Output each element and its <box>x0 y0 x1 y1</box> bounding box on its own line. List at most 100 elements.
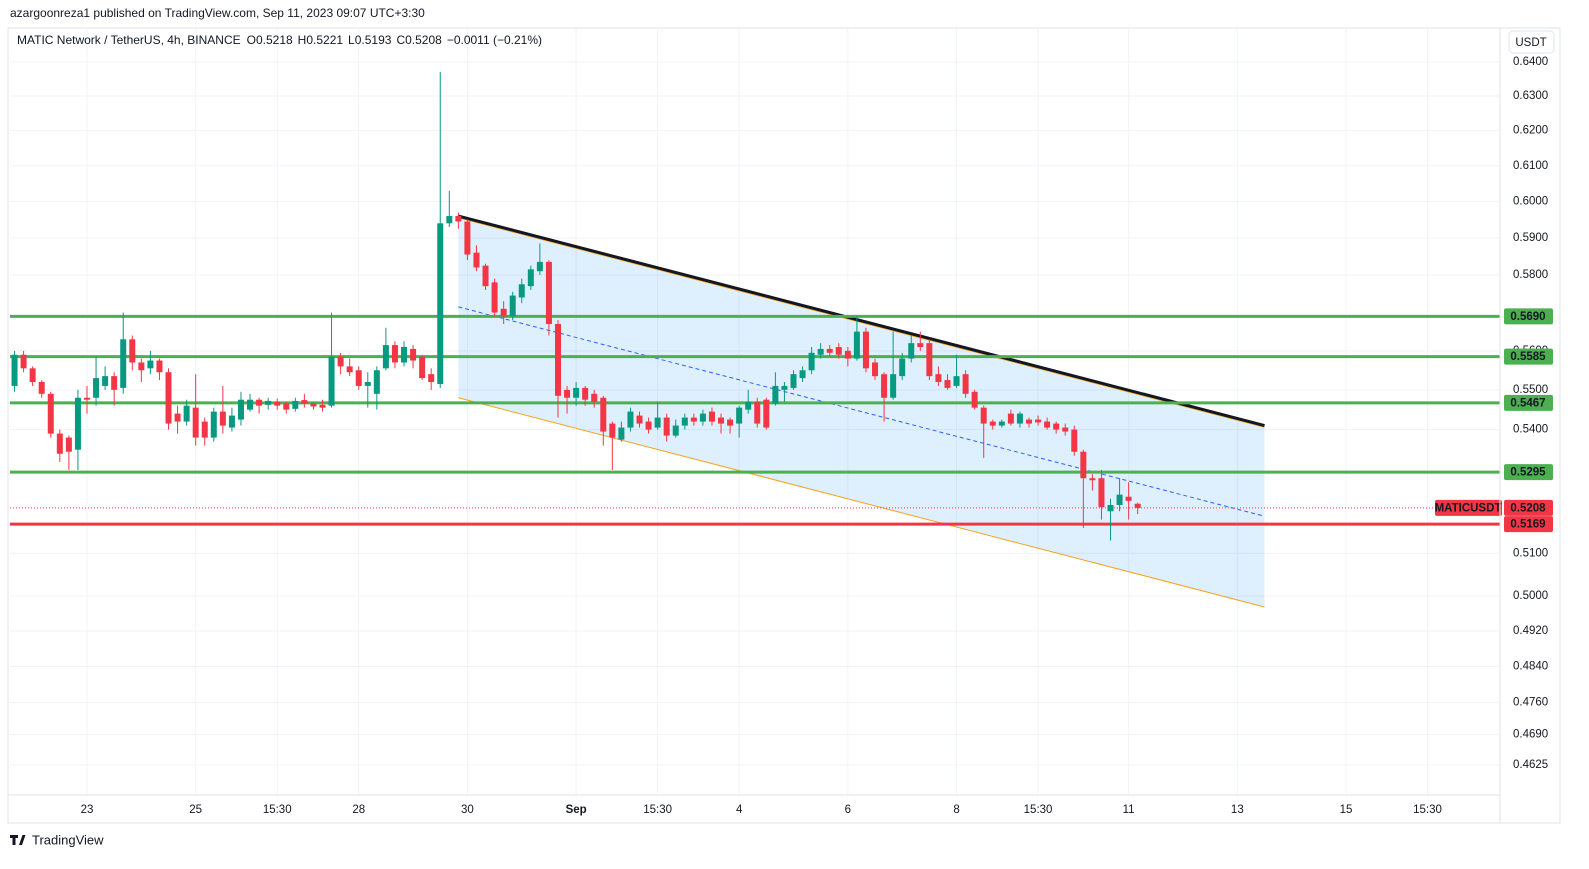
level-tag <box>1504 464 1553 481</box>
candle-body <box>328 356 335 406</box>
chart-frame <box>7 27 1561 824</box>
candle-body <box>319 404 326 408</box>
candle-body <box>917 343 924 348</box>
candle-body <box>681 417 688 426</box>
candle-body <box>582 387 589 400</box>
candle-body <box>93 378 100 398</box>
candles <box>11 72 1141 541</box>
candle-body <box>618 427 625 440</box>
x-tick-label: 4 <box>736 804 743 816</box>
x-tick-label: 23 <box>81 804 94 816</box>
candle-body <box>156 360 163 373</box>
candle-body <box>1007 413 1014 424</box>
candle-body <box>346 366 353 373</box>
candle-body <box>554 323 561 396</box>
candle-body <box>274 401 281 406</box>
currency-button[interactable] <box>1508 30 1555 54</box>
candle-body <box>174 413 181 422</box>
level-tag <box>1504 308 1553 325</box>
candle-body <box>826 348 833 353</box>
candle-body <box>83 397 90 400</box>
footer-logo: TradingView <box>10 832 104 847</box>
y-tick-label: 0.5900 <box>1513 232 1548 244</box>
y-tick-label: 0.5500 <box>1513 384 1548 396</box>
candle-body <box>899 358 906 377</box>
candle-body <box>645 421 652 430</box>
candle-body <box>301 400 308 404</box>
x-tick-label: Sep <box>566 804 587 816</box>
candle-body <box>699 413 706 422</box>
x-tick-label: 15:30 <box>1024 804 1053 816</box>
candle-body <box>690 417 697 422</box>
candle-body <box>364 382 371 386</box>
y-tick-label: 0.6200 <box>1513 125 1548 137</box>
last-price-tag <box>1504 499 1553 516</box>
y-tick-label: 0.4690 <box>1513 729 1548 741</box>
symbol-tag-label: MATICUSDT <box>1435 502 1502 514</box>
currency-button-label[interactable]: USDT <box>1515 37 1546 49</box>
candle-body <box>817 348 824 355</box>
candle-body <box>881 374 888 398</box>
x-tick-label: 13 <box>1231 804 1244 816</box>
level-tag <box>1504 394 1553 411</box>
x-tick-label: 15:30 <box>643 804 672 816</box>
candle-body <box>102 376 109 386</box>
candle-body <box>38 382 45 394</box>
candle-body <box>47 393 54 434</box>
candle-body <box>1035 419 1042 423</box>
candle-body <box>228 415 235 428</box>
y-tick-label: 0.4840 <box>1513 661 1548 673</box>
candle-body <box>908 343 915 359</box>
candle-body <box>835 347 842 355</box>
candle-body <box>781 385 788 390</box>
x-tick-label: 8 <box>953 804 959 816</box>
candle-body <box>591 393 598 402</box>
candle-body <box>129 339 136 363</box>
candle-body <box>391 345 398 363</box>
candle-body <box>446 216 453 224</box>
symbol: MATIC Network / TetherUS, 4h, BINANCE <box>17 33 241 47</box>
ohlc-change: −0.0011 (−0.21%) <box>447 33 542 47</box>
candle-body <box>509 295 516 317</box>
x-tick-label: 6 <box>845 804 851 816</box>
candle-body <box>210 411 217 438</box>
candle-body <box>11 354 18 386</box>
candle-body <box>862 331 869 369</box>
drawings <box>10 214 1500 608</box>
candle-body <box>872 362 879 377</box>
y-tick-label: 0.6300 <box>1513 90 1548 102</box>
candle-body <box>165 372 172 424</box>
candle-body <box>636 415 643 424</box>
candle-body <box>718 417 725 424</box>
candle-body <box>564 389 571 398</box>
candle-body <box>1080 451 1087 479</box>
candle-body <box>989 421 996 426</box>
candle-body <box>600 397 607 432</box>
candle-body <box>1053 423 1060 430</box>
candle-body <box>890 374 897 398</box>
candle-body <box>1016 413 1023 424</box>
ohlc-key: H <box>298 33 307 47</box>
candle-body <box>754 401 761 424</box>
candle-body <box>799 370 806 379</box>
candle-body <box>237 399 244 420</box>
candle-body <box>455 216 462 222</box>
candle-body <box>382 345 389 369</box>
candle-body <box>219 411 226 426</box>
level-tag-label: 0.5169 <box>1510 519 1545 531</box>
level-tag-label: 0.5585 <box>1510 351 1546 363</box>
x-tick-label: 15 <box>1340 804 1353 816</box>
candle-body <box>1062 427 1069 432</box>
candle-body <box>111 376 118 390</box>
candle-body <box>536 261 543 272</box>
candle-body <box>491 282 498 313</box>
ohlc-key: L <box>348 33 355 47</box>
candle-body <box>265 400 272 405</box>
y-tick-label: 0.4760 <box>1513 697 1548 709</box>
footer-brand: TradingView <box>32 832 104 847</box>
candle-body <box>183 405 190 422</box>
candle-body <box>401 347 408 363</box>
candle-body <box>310 403 317 407</box>
candle-body <box>283 403 290 410</box>
y-tick-label: 0.4920 <box>1513 625 1548 637</box>
